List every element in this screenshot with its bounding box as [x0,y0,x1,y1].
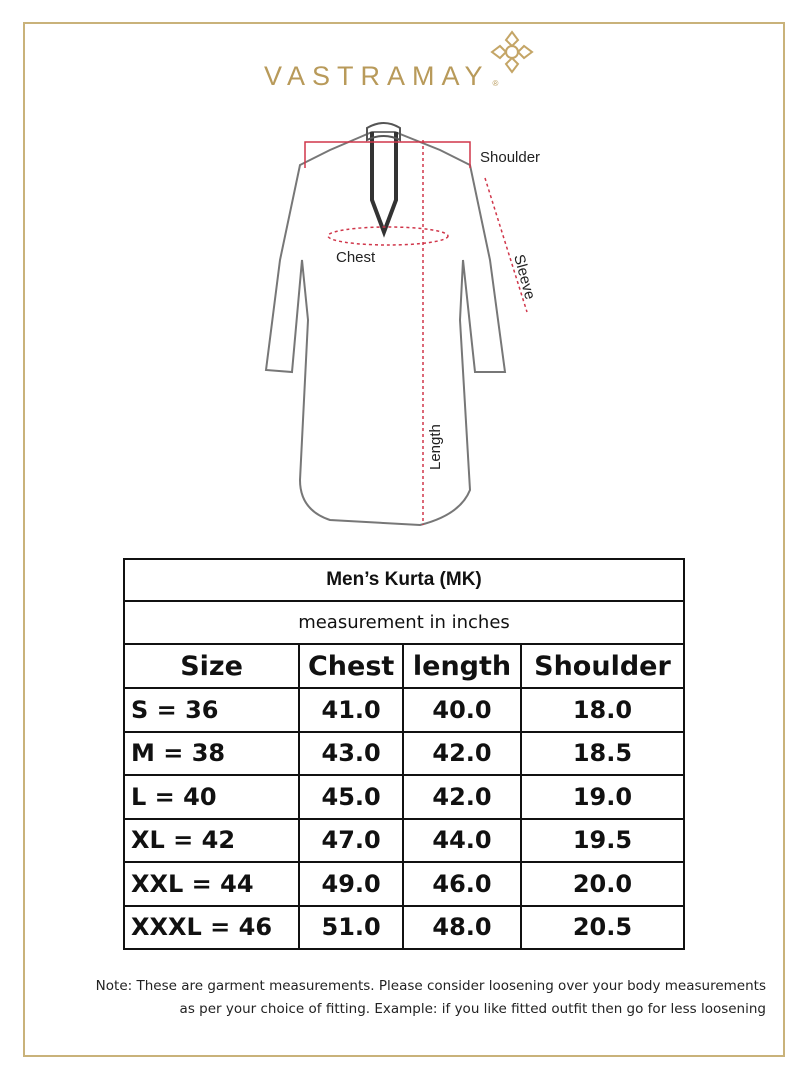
chest-cell: 49.0 [298,861,405,907]
length-label: Length [427,424,444,470]
measurement-note: Note: These are garment measurements. Pl… [40,975,766,1021]
chest-cell: 41.0 [298,687,405,733]
sleeve-label: Sleeve [510,253,538,302]
length-cell: 42.0 [402,774,522,820]
chest-cell: 45.0 [298,774,405,820]
chest-cell: 43.0 [298,730,405,776]
shoulder-cell: 20.5 [519,904,686,950]
registered-mark: ® [492,79,499,88]
table-row: M = 38 43.0 42.0 18.5 [122,730,686,776]
table-row: XL = 42 47.0 44.0 19.5 [122,817,686,863]
length-cell: 40.0 [402,687,522,733]
size-cell: M = 38 [122,730,301,776]
table-row: XXXL = 46 51.0 48.0 20.5 [122,904,686,950]
size-chart-table: Men’s Kurta (MK) measurement in inches S… [122,558,686,950]
length-cell: 44.0 [402,817,522,863]
chest-cell: 47.0 [298,817,405,863]
table-subtitle: measurement in inches [123,600,685,645]
header-chest: Chest [298,643,405,689]
length-cell: 46.0 [402,861,522,907]
length-cell: 48.0 [402,904,522,950]
shoulder-cell: 18.0 [519,687,686,733]
note-line-1: Note: These are garment measurements. Pl… [95,978,766,994]
shoulder-label: Shoulder [480,149,540,166]
table-row: S = 36 41.0 40.0 18.0 [122,687,686,733]
shoulder-cell: 20.0 [519,861,686,907]
brand-logo: VASTRAMAY [264,61,490,91]
kurta-diagram: Shoulder Chest Sleeve Length [264,122,540,527]
size-cell: S = 36 [122,687,301,733]
header-length: length [402,643,522,689]
shoulder-cell: 18.5 [519,730,686,776]
length-cell: 42.0 [402,730,522,776]
size-cell: XXL = 44 [122,861,301,907]
shoulder-cell: 19.0 [519,774,686,820]
table-title: Men’s Kurta (MK) [123,558,685,602]
table-header-row: Size Chest length Shoulder [122,643,686,689]
chest-cell: 51.0 [298,904,405,950]
header-shoulder: Shoulder [519,643,686,689]
note-line-2: as per your choice of fitting. Example: … [179,1001,766,1017]
chest-label: Chest [336,249,376,266]
size-cell: L = 40 [122,774,301,820]
brand-logo-row: VASTRAMAY ® [264,60,498,92]
size-cell: XL = 42 [122,817,301,863]
table-row: XXL = 44 49.0 46.0 20.0 [122,861,686,907]
page-frame [23,22,785,1057]
header-size: Size [122,643,301,689]
table-row: L = 40 45.0 42.0 19.0 [122,774,686,820]
shoulder-cell: 19.5 [519,817,686,863]
size-cell: XXXL = 46 [122,904,301,950]
brand-emblem-icon [490,30,534,74]
